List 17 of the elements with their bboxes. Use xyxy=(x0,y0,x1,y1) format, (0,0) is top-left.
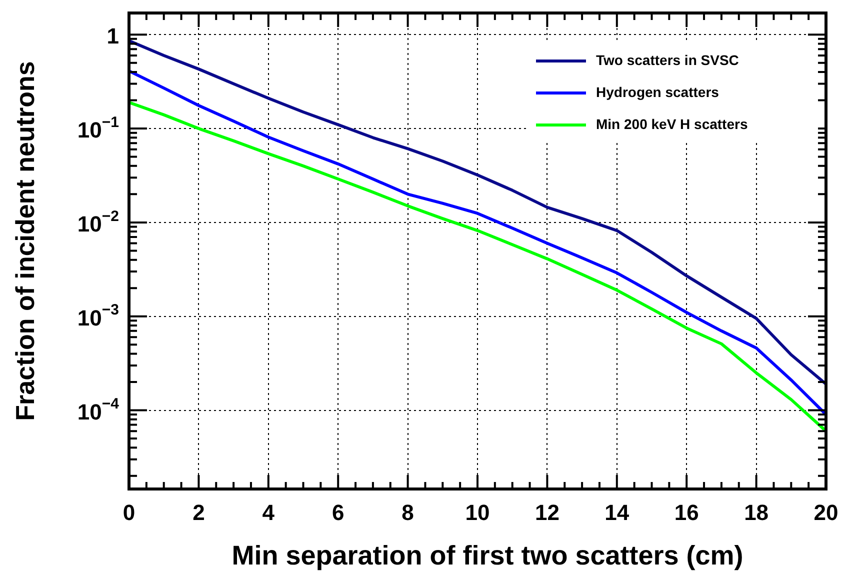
x-tick-label: 2 xyxy=(192,500,205,526)
y-tick-label: 1 xyxy=(106,24,120,49)
x-tick-label: 0 xyxy=(122,500,136,526)
legend-label: Min 200 keV H scatters xyxy=(596,116,748,132)
x-tick-label: 4 xyxy=(262,500,276,526)
x-tick-label: 12 xyxy=(534,500,560,526)
x-tick-label: 20 xyxy=(814,500,838,526)
x-tick-label: 18 xyxy=(744,500,769,526)
x-axis-title: Min separation of first two scatters (cm) xyxy=(232,540,744,570)
x-tick-label: 6 xyxy=(332,500,344,526)
x-tick-label: 14 xyxy=(604,500,630,526)
x-tick-label: 8 xyxy=(402,500,414,526)
legend-label: Two scatters in SVSC xyxy=(596,52,739,68)
legend-label: Hydrogen scatters xyxy=(596,84,720,100)
x-tick-label: 10 xyxy=(465,500,490,526)
x-tick-label: 16 xyxy=(674,500,699,526)
y-axis-title: Fraction of incident neutrons xyxy=(10,61,40,421)
